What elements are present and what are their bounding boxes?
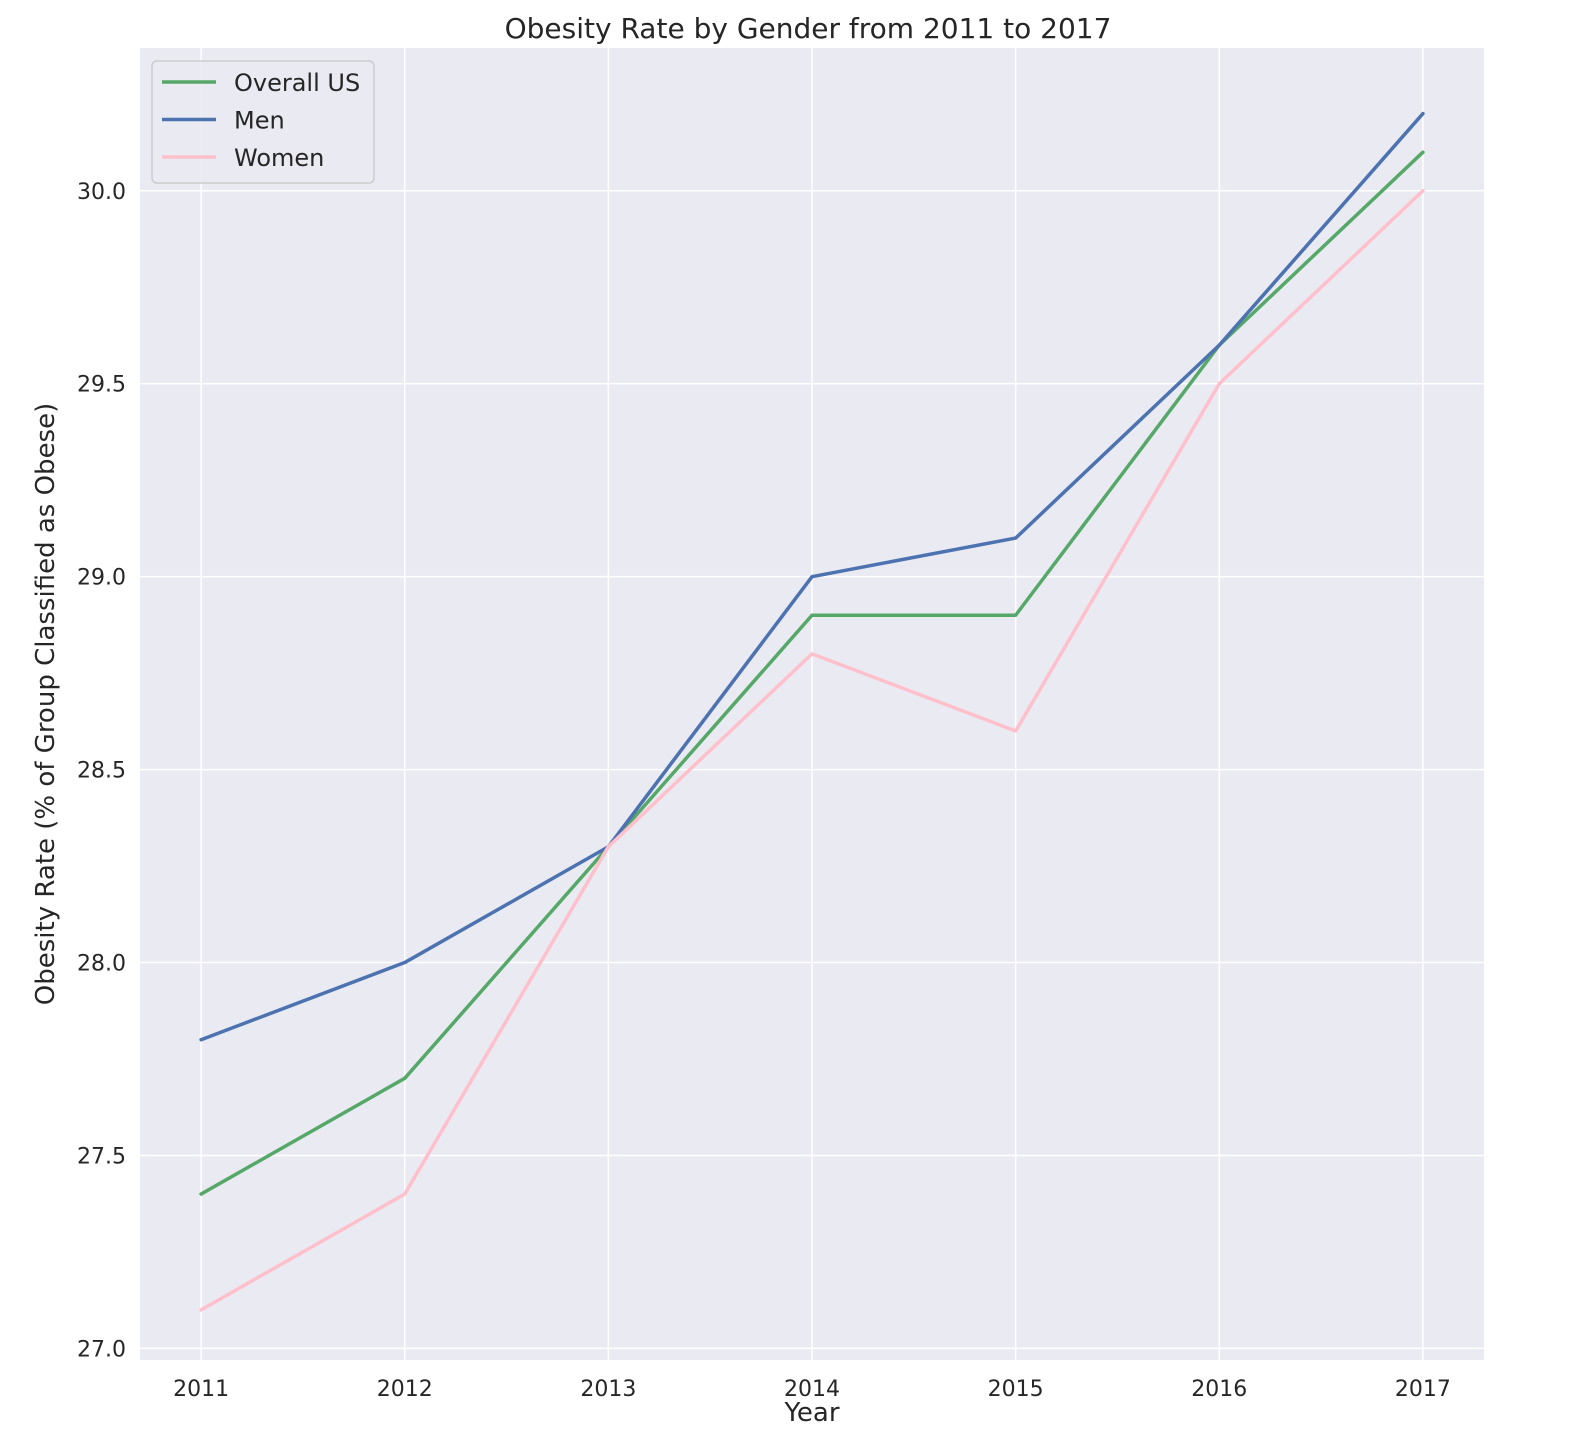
grid-lines bbox=[140, 48, 1484, 1360]
y-tick-label: 27.0 bbox=[77, 1337, 126, 1362]
legend-entry: Women bbox=[234, 144, 324, 172]
series-lines bbox=[199, 111, 1425, 1312]
x-axis-ticks: 2011 2012 2013 2014 2015 2016 2017 bbox=[173, 1377, 1451, 1402]
y-tick-label: 29.5 bbox=[77, 373, 126, 398]
legend-entry: Men bbox=[234, 107, 285, 135]
series-line-women bbox=[199, 189, 1425, 1312]
y-tick-label: 30.0 bbox=[77, 180, 126, 205]
x-tick-label: 2016 bbox=[1191, 1377, 1247, 1402]
x-tick-label: 2011 bbox=[173, 1377, 229, 1402]
y-tick-label: 27.5 bbox=[77, 1144, 126, 1169]
x-tick-label: 2014 bbox=[784, 1377, 840, 1402]
legend: Overall US Men Women bbox=[151, 60, 375, 184]
y-axis-ticks: 27.0 27.5 28.0 28.5 29.0 29.5 30.0 bbox=[77, 180, 126, 1363]
legend-box bbox=[151, 60, 375, 184]
series-line-men bbox=[199, 111, 1425, 1042]
y-axis-label: Obesity Rate (% of Group Classified as O… bbox=[31, 403, 61, 1005]
y-tick-label: 28.5 bbox=[77, 759, 126, 784]
x-tick-label: 2012 bbox=[377, 1377, 433, 1402]
legend-entry: Overall US bbox=[234, 69, 360, 97]
x-tick-label: 2017 bbox=[1395, 1377, 1451, 1402]
x-tick-label: 2013 bbox=[580, 1377, 636, 1402]
y-tick-label: 29.0 bbox=[77, 566, 126, 591]
legend-items: Overall US Men Women bbox=[162, 69, 360, 172]
x-axis-label: Year bbox=[783, 1398, 839, 1428]
y-tick-label: 28.0 bbox=[77, 952, 126, 977]
chart-title: Obesity Rate by Gender from 2011 to 2017 bbox=[505, 12, 1112, 45]
x-tick-label: 2015 bbox=[988, 1377, 1044, 1402]
